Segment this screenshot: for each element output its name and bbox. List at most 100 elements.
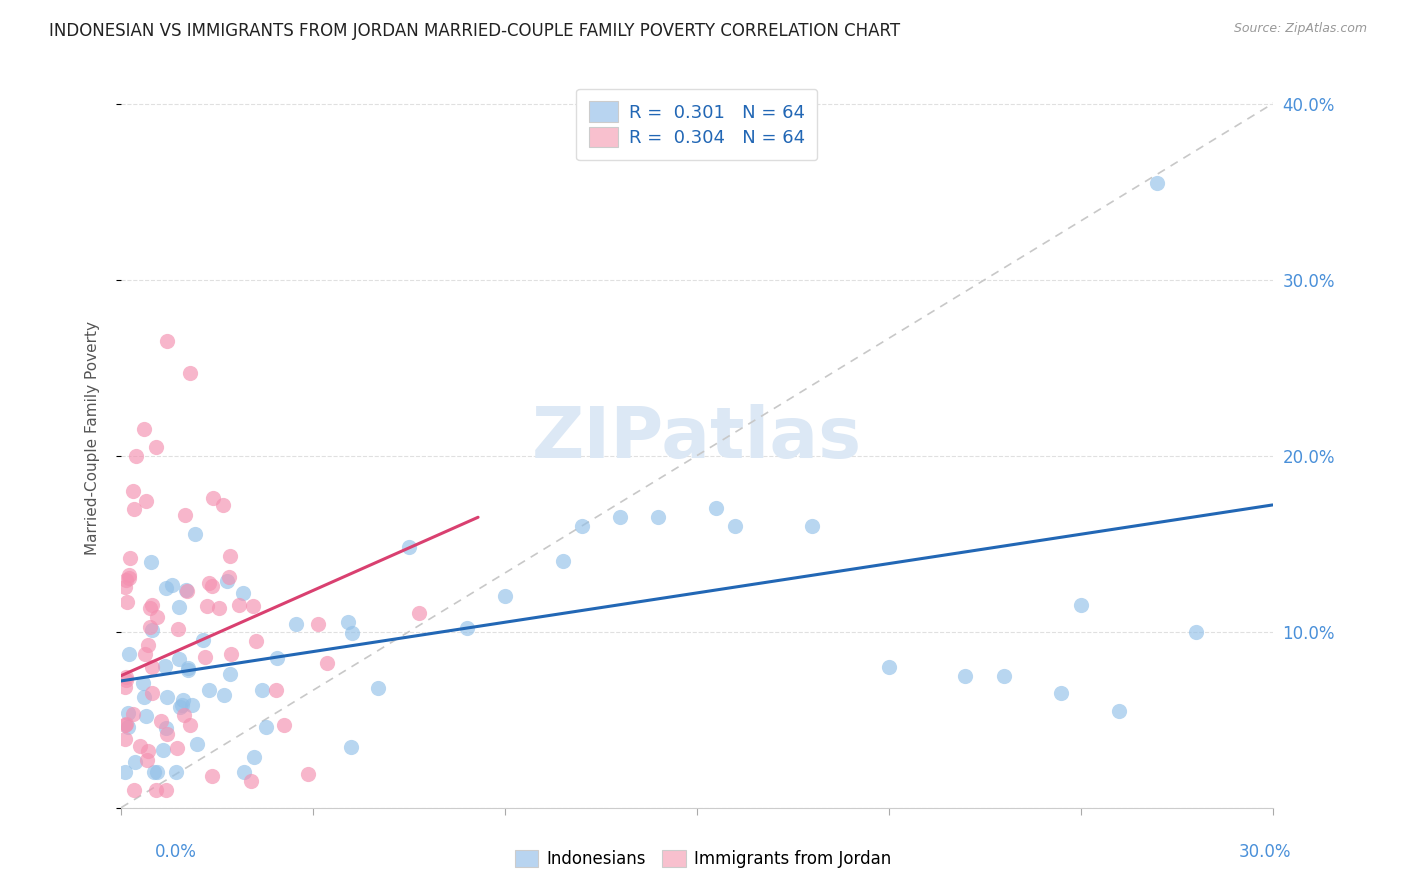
Point xyxy=(145,440,167,454)
Point xyxy=(166,741,188,756)
Point xyxy=(118,648,141,662)
Point xyxy=(801,519,824,533)
Point xyxy=(132,676,155,690)
Point xyxy=(174,582,197,597)
Point xyxy=(993,668,1015,682)
Point xyxy=(201,579,224,593)
Point xyxy=(122,502,145,516)
Point xyxy=(219,667,242,681)
Point xyxy=(273,718,295,732)
Point xyxy=(724,519,747,533)
Point xyxy=(243,750,266,764)
Point xyxy=(337,615,360,630)
Point xyxy=(122,783,145,797)
Point xyxy=(118,567,141,582)
Point xyxy=(118,571,141,585)
Point xyxy=(184,527,207,541)
Point xyxy=(136,753,159,767)
Point xyxy=(156,727,179,741)
Point xyxy=(494,590,516,604)
Text: INDONESIAN VS IMMIGRANTS FROM JORDAN MARRIED-COUPLE FAMILY POVERTY CORRELATION C: INDONESIAN VS IMMIGRANTS FROM JORDAN MAR… xyxy=(49,22,900,40)
Point xyxy=(114,580,136,594)
Point xyxy=(145,610,167,624)
Point xyxy=(315,656,337,670)
Point xyxy=(167,622,190,636)
Point xyxy=(114,765,136,780)
Point xyxy=(125,449,148,463)
Point xyxy=(195,599,218,613)
Point xyxy=(167,599,190,614)
Point xyxy=(114,732,136,747)
Text: 0.0%: 0.0% xyxy=(155,843,197,861)
Point xyxy=(194,649,217,664)
Point xyxy=(456,621,478,635)
Point xyxy=(167,652,190,666)
Point xyxy=(115,670,138,684)
Point xyxy=(307,616,329,631)
Point xyxy=(219,648,242,662)
Point xyxy=(155,721,177,735)
Point xyxy=(115,595,138,609)
Point xyxy=(155,581,177,595)
Point xyxy=(141,686,163,700)
Point xyxy=(141,623,163,637)
Point xyxy=(211,498,233,512)
Point xyxy=(114,717,136,731)
Point xyxy=(141,598,163,612)
Point xyxy=(141,660,163,674)
Point xyxy=(186,737,208,751)
Point xyxy=(135,494,157,508)
Point xyxy=(166,765,188,780)
Point xyxy=(134,422,156,436)
Point xyxy=(704,501,727,516)
Point xyxy=(176,663,198,677)
Point xyxy=(201,491,224,505)
Point xyxy=(162,578,184,592)
Point xyxy=(198,682,221,697)
Point xyxy=(153,659,176,673)
Point xyxy=(250,683,273,698)
Point xyxy=(152,743,174,757)
Point xyxy=(118,550,141,565)
Point xyxy=(129,739,152,753)
Point xyxy=(172,693,194,707)
Point xyxy=(340,626,363,640)
Point xyxy=(173,508,195,522)
Point xyxy=(877,660,900,674)
Point xyxy=(1050,686,1073,700)
Point xyxy=(114,673,136,687)
Point xyxy=(179,366,201,380)
Point xyxy=(136,744,159,758)
Point xyxy=(181,698,204,713)
Point xyxy=(1184,624,1206,639)
Point xyxy=(1070,599,1092,613)
Point xyxy=(955,668,977,682)
Point xyxy=(218,570,240,584)
Point xyxy=(156,690,179,704)
Point xyxy=(297,767,319,781)
Point xyxy=(177,660,200,674)
Point xyxy=(218,549,240,564)
Point xyxy=(340,739,363,754)
Point xyxy=(146,765,169,780)
Point xyxy=(228,598,250,612)
Point xyxy=(136,639,159,653)
Text: ZIPatlas: ZIPatlas xyxy=(531,403,862,473)
Point xyxy=(1146,176,1168,190)
Point xyxy=(115,574,138,588)
Point xyxy=(134,690,156,704)
Point xyxy=(134,647,156,661)
Point xyxy=(179,718,201,732)
Point xyxy=(212,688,235,702)
Point xyxy=(197,575,219,590)
Point xyxy=(173,708,195,723)
Point xyxy=(254,720,277,734)
Legend: R =  0.301   N = 64, R =  0.304   N = 64: R = 0.301 N = 64, R = 0.304 N = 64 xyxy=(576,88,817,161)
Point xyxy=(122,707,145,722)
Point xyxy=(117,706,139,721)
Point xyxy=(398,540,420,554)
Point xyxy=(149,714,172,728)
Point xyxy=(609,510,631,524)
Point xyxy=(571,519,593,533)
Point xyxy=(156,334,179,349)
